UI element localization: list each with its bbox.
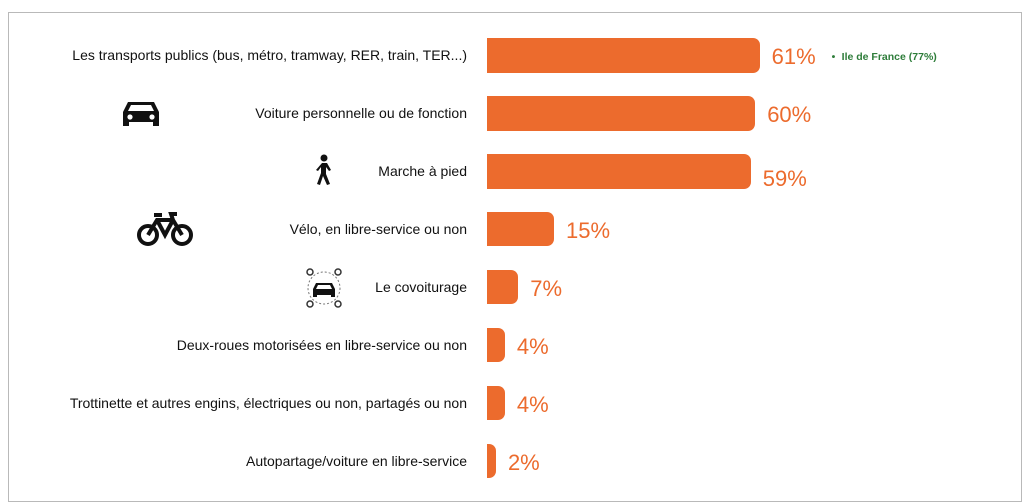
bar	[487, 212, 555, 246]
category-label: Les transports publics (bus, métro, tram…	[72, 47, 467, 63]
value-label: 4%	[516, 392, 549, 417]
bar	[487, 153, 751, 189]
value-label: 60%	[767, 102, 812, 127]
value-label: 7%	[530, 276, 563, 301]
value-label: 61%	[771, 44, 816, 69]
bar	[487, 386, 505, 420]
category-label: Deux-roues motorisées en libre-service o…	[176, 337, 467, 353]
bar	[487, 95, 756, 131]
category-label: Trottinette et autres engins, électrique…	[69, 395, 467, 411]
car-icon	[123, 102, 159, 126]
category-label: Marche à pied	[378, 163, 467, 179]
category-label: Voiture personnelle ou de fonction	[255, 105, 467, 121]
bar	[487, 328, 505, 362]
chart-frame	[8, 12, 1022, 502]
bar	[487, 37, 760, 73]
category-label: Le covoiturage	[375, 279, 467, 295]
value-label: 4%	[516, 334, 549, 359]
bar	[487, 270, 519, 304]
bike-icon	[137, 212, 193, 246]
annotation: Ile de France (77%)	[841, 51, 937, 63]
bar	[487, 444, 496, 478]
value-label: 2%	[507, 450, 540, 475]
value-label: 15%	[566, 218, 611, 243]
carpool-icon	[306, 268, 342, 308]
category-label: Vélo, en libre-service ou non	[289, 221, 467, 237]
category-label: Autopartage/voiture en libre-service	[245, 453, 467, 469]
value-label: 59%	[762, 166, 807, 191]
walk-icon	[316, 154, 331, 185]
annotation-bullet: •	[831, 51, 836, 63]
